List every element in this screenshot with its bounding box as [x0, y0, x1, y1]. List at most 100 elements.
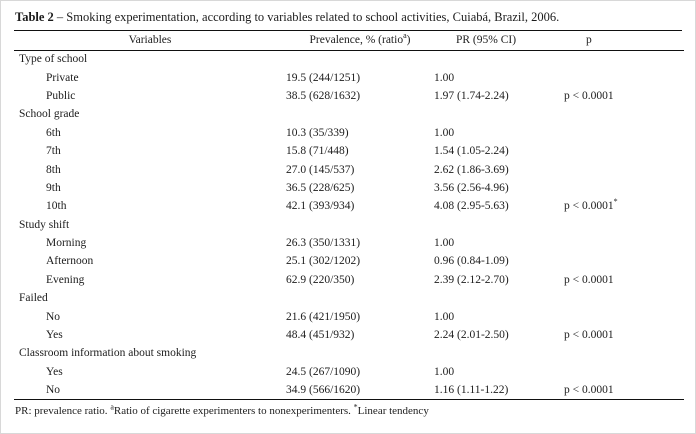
table-row: 8th 27.0 (145/537) 2.62 (1.86-3.69) — [14, 160, 684, 178]
row-label: Public — [46, 89, 76, 102]
table-row: 9th 36.5 (228/625) 3.56 (2.56-4.96) — [14, 179, 684, 197]
pr-cell: 2.62 (1.86-3.69) — [434, 163, 509, 176]
table-number: Table 2 — [15, 10, 54, 24]
caption-separator: – — [53, 10, 67, 24]
prevalence-header-text: Prevalence, % (ratio — [309, 34, 404, 47]
pr-cell: 1.00 — [434, 71, 455, 84]
p-value-cell — [564, 142, 684, 160]
table-header: Variables Prevalence, % (ratioa) PR (95%… — [14, 31, 684, 51]
prevalence-cell: 62.9 (220/350) — [286, 273, 355, 286]
table-row: Yes 24.5 (267/1090) 1.00 — [14, 363, 684, 381]
row-label: 7th — [46, 145, 61, 158]
pr-cell: 1.54 (1.05-2.24) — [434, 145, 509, 158]
table-footnote: PR: prevalence ratio. aRatio of cigarett… — [14, 400, 682, 418]
col-header-pr: PR (95% CI) — [434, 31, 564, 51]
pr-cell: 1.97 (1.74-2.24) — [434, 89, 509, 102]
p-value-cell: p < 0.0001* — [564, 197, 684, 215]
prevalence-cell: 24.5 (267/1090) — [286, 365, 361, 378]
footnote-text: Ratio of cigarette experimenters to none… — [113, 404, 354, 417]
pr-cell: 4.08 (2.95-5.63) — [434, 200, 509, 213]
table-row: Morning 26.3 (350/1331) 1.00 — [14, 234, 684, 252]
pr-cell: 1.00 — [434, 126, 455, 139]
footnote-superscript-a: a — [110, 402, 114, 412]
table-row: No 21.6 (421/1950) 1.00 — [14, 307, 684, 325]
section-header: Study shift — [19, 218, 70, 231]
pr-cell: 1.00 — [434, 365, 455, 378]
row-label: Yes — [46, 365, 63, 378]
p-value: p < 0.0001 — [564, 200, 614, 213]
prevalence-cell: 21.6 (421/1950) — [286, 310, 361, 323]
pr-cell: 3.56 (2.56-4.96) — [434, 181, 509, 194]
prevalence-cell: 27.0 (145/537) — [286, 163, 355, 176]
row-label: 6th — [46, 126, 61, 139]
data-table: Variables Prevalence, % (ratioa) PR (95%… — [14, 31, 684, 400]
section-header: Classroom information about smoking — [19, 347, 197, 360]
table-row: Public 38.5 (628/1632) 1.97 (1.74-2.24) p <… — [14, 87, 684, 105]
p-value-cell — [564, 307, 684, 325]
p-value-cell: p < 0.0001 — [564, 271, 684, 289]
col-header-prevalence: Prevalence, % (ratioa) — [286, 31, 434, 51]
p-value-cell — [564, 68, 684, 86]
pr-cell: 1.00 — [434, 310, 455, 323]
table-row: Evening 62.9 (220/350) 2.39 (2.12-2.70) p <… — [14, 271, 684, 289]
header-row: Variables Prevalence, % (ratioa) PR (95%… — [14, 31, 684, 51]
p-value: p < 0.0001 — [564, 383, 614, 396]
section-header-row: Study shift — [14, 216, 684, 234]
section-header-row: School grade — [14, 105, 684, 123]
row-label: Yes — [46, 329, 63, 342]
prevalence-cell: 36.5 (228/625) — [286, 181, 355, 194]
p-value-superscript: * — [613, 197, 618, 207]
pr-cell: 2.24 (2.01-2.50) — [434, 329, 509, 342]
p-value-cell: p < 0.0001 — [564, 326, 684, 344]
table-row: Private 19.5 (244/1251) 1.00 — [14, 68, 684, 86]
row-label: Evening — [46, 273, 85, 286]
col-header-p: p — [564, 31, 684, 51]
p-value-cell — [564, 124, 684, 142]
prevalence-cell: 38.5 (628/1632) — [286, 89, 361, 102]
table-row: 7th 15.8 (71/448) 1.54 (1.05-2.24) — [14, 142, 684, 160]
row-label: No — [46, 310, 61, 323]
p-value: p < 0.0001 — [564, 273, 614, 286]
prevalence-cell: 34.9 (566/1620) — [286, 383, 361, 396]
table-row: No 34.9 (566/1620) 1.16 (1.11-1.22) p < 0.0… — [14, 381, 684, 399]
p-value-cell — [564, 234, 684, 252]
p-value-cell — [564, 363, 684, 381]
row-label: Private — [46, 71, 79, 84]
p-value: p < 0.0001 — [564, 329, 614, 342]
pr-cell: 2.39 (2.12-2.70) — [434, 273, 509, 286]
table-body: Type of school Private 19.5 (244/1251) 1.00… — [14, 50, 684, 400]
row-label: No — [46, 383, 61, 396]
table-caption: Table 2 – Smoking experimentation, accor… — [14, 8, 682, 31]
row-label: Morning — [46, 237, 87, 250]
prevalence-cell: 48.4 (451/932) — [286, 329, 355, 342]
table-row: 10th 42.1 (393/934) 4.08 (2.95-5.63) p < 0.… — [14, 197, 684, 215]
col-header-variables: Variables — [14, 31, 286, 51]
row-label: 10th — [46, 200, 67, 213]
row-label: 8th — [46, 163, 61, 176]
table-row: Yes 48.4 (451/932) 2.24 (2.01-2.50) p < 0.0… — [14, 326, 684, 344]
pr-cell: 1.00 — [434, 237, 455, 250]
prevalence-cell: 25.1 (302/1202) — [286, 255, 361, 268]
prevalence-cell: 19.5 (244/1251) — [286, 71, 361, 84]
table-row: Afternoon 25.1 (302/1202) 0.96 (0.84-1.09) — [14, 252, 684, 270]
section-header: Type of school — [19, 53, 88, 66]
prevalence-header-superscript: a — [403, 31, 407, 41]
row-label: Afternoon — [46, 255, 94, 268]
p-value-cell: p < 0.0001 — [564, 381, 684, 399]
row-label: 9th — [46, 181, 61, 194]
prevalence-cell: 26.3 (350/1331) — [286, 237, 361, 250]
footnote-text: Linear tendency — [357, 404, 429, 417]
section-header: School grade — [19, 108, 80, 121]
p-value-cell — [564, 179, 684, 197]
table-caption-text: Smoking experimentation, according to va… — [66, 10, 560, 24]
p-value-cell: p < 0.0001 — [564, 87, 684, 105]
section-header-row: Failed — [14, 289, 684, 307]
p-value-cell — [564, 252, 684, 270]
section-header-row: Classroom information about smoking — [14, 344, 684, 362]
p-value: p < 0.0001 — [564, 89, 614, 102]
p-value-cell — [564, 160, 684, 178]
footnote-text: PR: prevalence ratio. — [15, 404, 111, 417]
footnote-superscript-asterisk: * — [353, 402, 358, 412]
table-row: 6th 10.3 (35/339) 1.00 — [14, 124, 684, 142]
section-header: Failed — [19, 292, 48, 305]
